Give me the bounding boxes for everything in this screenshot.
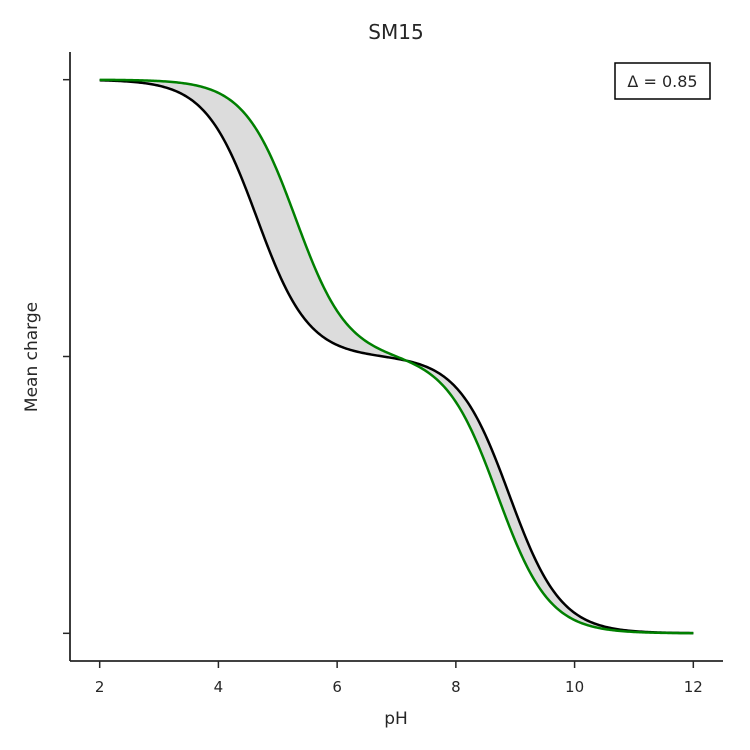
y-ticks bbox=[63, 78, 70, 635]
x-tick-label: 2 bbox=[95, 678, 105, 696]
annotation-box: Δ = 0.85 bbox=[614, 62, 711, 100]
x-tick-label: 6 bbox=[332, 678, 342, 696]
series-line-green bbox=[99, 78, 694, 635]
x-tick-label: 4 bbox=[214, 678, 224, 696]
x-tick-label: 10 bbox=[565, 678, 584, 696]
x-tick-label: 12 bbox=[684, 678, 703, 696]
delta-annotation: Δ = 0.85 bbox=[627, 72, 697, 91]
y-axis-label: Mean charge bbox=[22, 302, 42, 412]
x-axis-label: pH bbox=[384, 709, 408, 729]
chart-title: SM15 bbox=[368, 20, 423, 44]
x-ticks: 2 4 6 8 10 12 bbox=[95, 661, 703, 696]
x-tick-label: 8 bbox=[451, 678, 461, 696]
series-line-black bbox=[99, 79, 694, 635]
series-lines bbox=[99, 78, 694, 635]
